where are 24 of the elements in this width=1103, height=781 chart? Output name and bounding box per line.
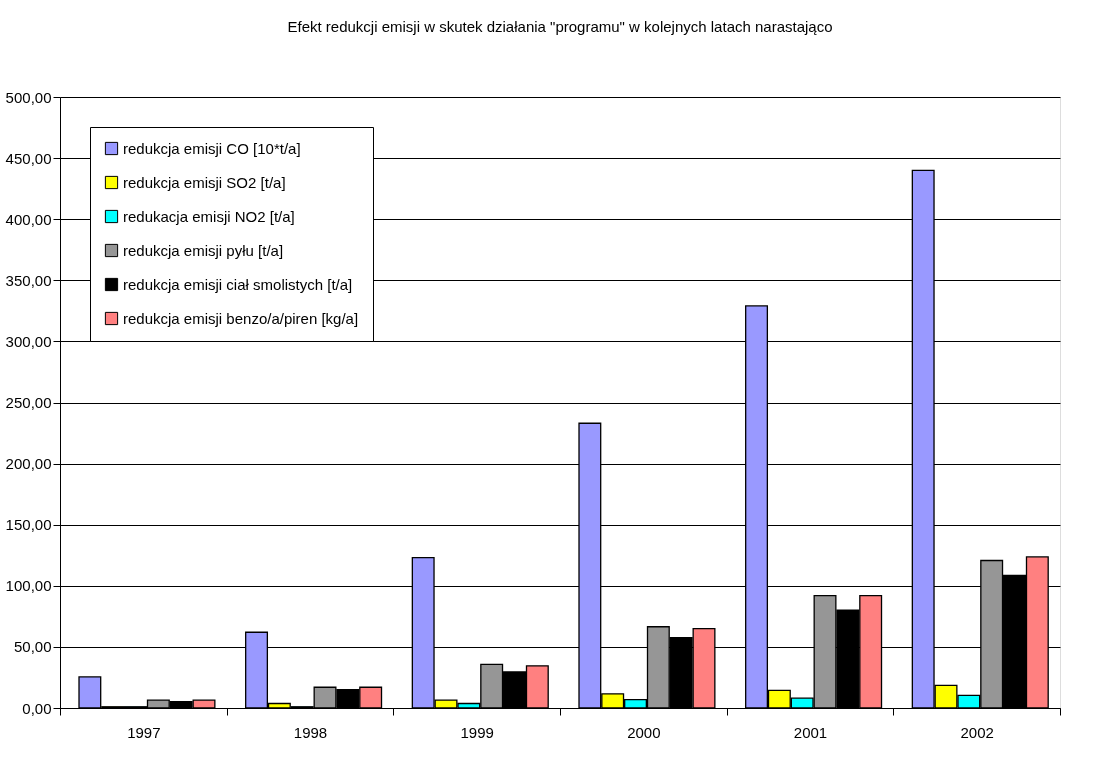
x-tick-label: 1999: [460, 723, 494, 741]
x-tick-label: 2000: [627, 723, 661, 741]
x-tick-label: 2002: [960, 723, 994, 741]
legend-label: redukcja emisji benzo/a/piren [kg/a]: [123, 309, 359, 327]
x-tick-label: 2001: [793, 723, 828, 741]
y-tick-label: 200,00: [5, 455, 52, 473]
y-tick-label: 500,00: [5, 88, 52, 106]
y-tick-label: 300,00: [5, 332, 52, 350]
y-tick-label: 350,00: [5, 271, 52, 289]
legend-label: redukcja emisji CO [10*t/a]: [123, 139, 301, 157]
y-tick-label: 100,00: [5, 577, 52, 595]
y-tick-label: 50,00: [13, 638, 52, 656]
y-tick-label: 400,00: [5, 210, 52, 228]
x-tick-label: 1997: [127, 723, 161, 741]
chart-title: Efekt redukcji emisji w skutek działania "programu" w kolejnych latach narastająco: [287, 18, 833, 35]
legend-label: redukcja emisji pyłu [t/a]: [123, 241, 284, 259]
y-tick-label: 250,00: [5, 394, 52, 411]
legend-label: redukcja emisji SO2 [t/a]: [123, 173, 286, 191]
x-tick-label: 1998: [293, 723, 328, 741]
legend-label: redukcja emisji ciał smolistych [t/a]: [123, 275, 353, 293]
y-tick-label: 0,00: [22, 699, 52, 717]
legend-label: redukacja emisji NO2 [t/a]: [123, 207, 295, 225]
y-tick-label: 450,00: [5, 149, 52, 167]
y-tick-label: 150,00: [5, 516, 52, 534]
